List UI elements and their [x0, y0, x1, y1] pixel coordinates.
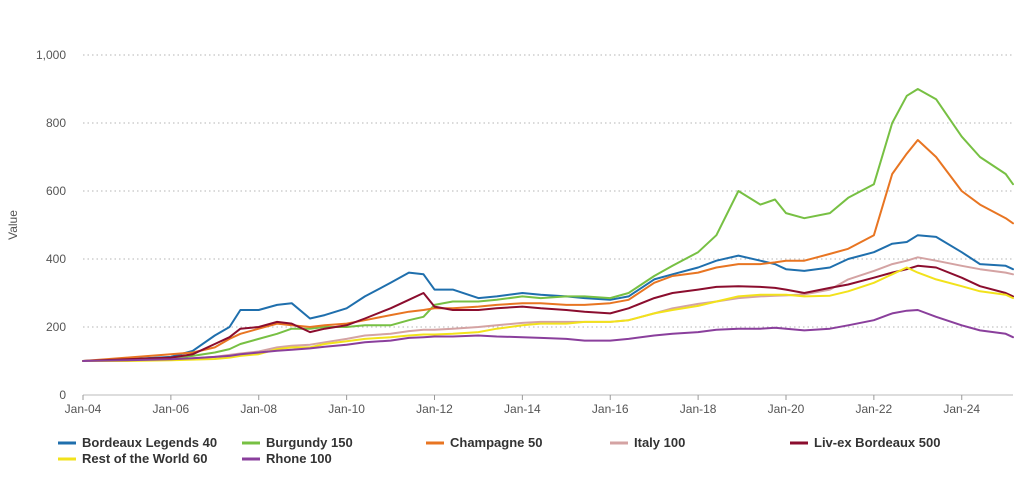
x-tick-label: Jan-04 [65, 402, 102, 416]
legend-item[interactable]: Bordeaux Legends 40 [58, 435, 217, 450]
x-tick-label: Jan-20 [768, 402, 805, 416]
x-tick-label: Jan-14 [504, 402, 541, 416]
x-axis: Jan-04 Jan-06 Jan-08 Jan-10 Jan-12 Jan-14 Jan-… [65, 394, 1013, 416]
y-tick-label: 200 [46, 320, 66, 334]
legend-label: Liv-ex Bordeaux 500 [814, 435, 940, 450]
x-tick-label: Jan-12 [416, 402, 453, 416]
y-tick-label: 600 [46, 184, 66, 198]
legend-label: Champagne 50 [450, 435, 542, 450]
legend-item[interactable]: Rhone 100 [242, 451, 332, 466]
x-tick-label: Jan-06 [153, 402, 190, 416]
y-axis-title: Value [6, 210, 20, 240]
x-tick-label: Jan-24 [943, 402, 980, 416]
legend-item[interactable]: Burgundy 150 [242, 435, 353, 450]
x-tick-label: Jan-10 [328, 402, 365, 416]
y-tick-label: 800 [46, 116, 66, 130]
legend-label: Italy 100 [634, 435, 685, 450]
series-lines [82, 88, 1014, 362]
y-tick-label: 400 [46, 252, 66, 266]
legend-item[interactable]: Champagne 50 [426, 435, 542, 450]
series-line-4[interactable] [82, 264, 1014, 362]
gridlines [83, 54, 1013, 328]
x-tick-label: Jan-08 [240, 402, 277, 416]
x-tick-label: Jan-22 [856, 402, 893, 416]
x-tick-label: Jan-16 [592, 402, 629, 416]
legend-item[interactable]: Liv-ex Bordeaux 500 [790, 435, 940, 450]
legend-label: Rhone 100 [266, 451, 332, 466]
series-line-5[interactable] [82, 266, 1014, 362]
y-tick-label: 1,000 [36, 48, 66, 62]
series-line-2[interactable] [82, 139, 1014, 362]
legend-label: Rest of the World 60 [82, 451, 207, 466]
series-line-1[interactable] [82, 88, 1014, 362]
legend-item[interactable]: Italy 100 [610, 435, 685, 450]
legend-label: Burgundy 150 [266, 435, 353, 450]
x-tick-label: Jan-18 [680, 402, 717, 416]
legend: Bordeaux Legends 40 Burgundy 150 Champagne… [58, 435, 940, 466]
series-line-6[interactable] [82, 309, 1014, 362]
series-line-3[interactable] [82, 256, 1014, 362]
y-axis: 0 200 400 600 800 1,000 [36, 48, 66, 402]
legend-item[interactable]: Rest of the World 60 [58, 451, 207, 466]
y-tick-label: 0 [59, 388, 66, 402]
legend-label: Bordeaux Legends 40 [82, 435, 217, 450]
